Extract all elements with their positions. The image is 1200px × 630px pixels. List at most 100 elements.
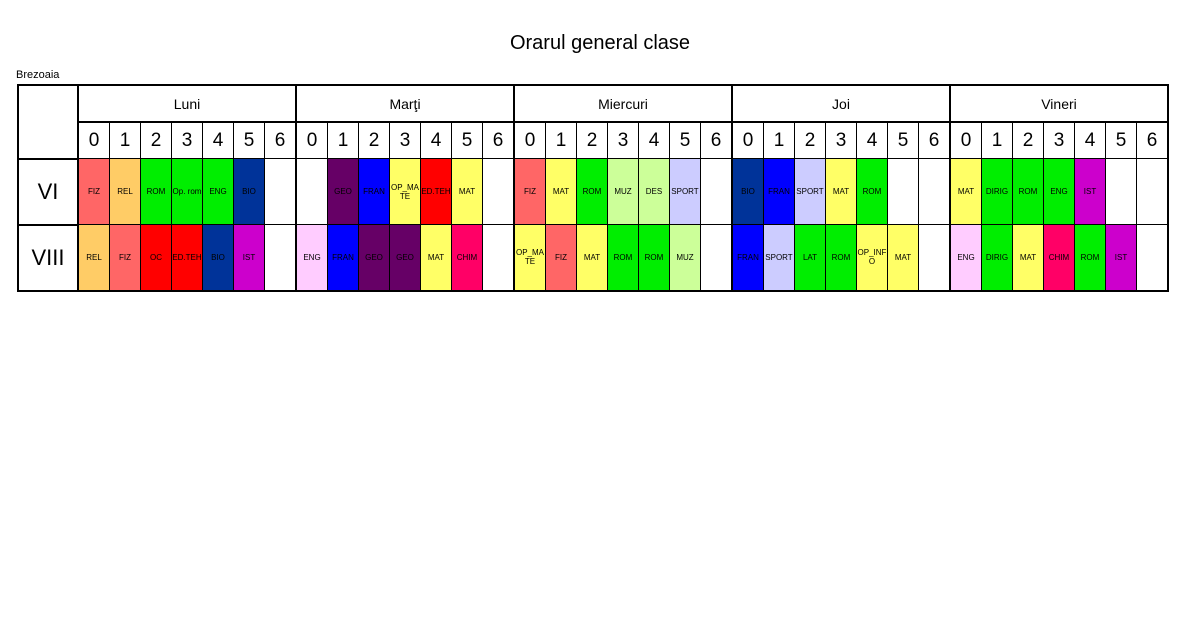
slot-number: 0: [731, 121, 764, 159]
class-label: VI: [17, 157, 79, 226]
empty-cell: [1136, 224, 1169, 292]
empty-cell: [918, 158, 951, 225]
subject-cell: GEO: [327, 158, 359, 225]
subject-cell: REL: [77, 224, 110, 292]
empty-cell: [1105, 158, 1137, 225]
slot-number: 0: [513, 121, 546, 159]
slot-number: 1: [109, 121, 141, 159]
subject-cell: GEO: [389, 224, 421, 292]
subject-cell: FIZ: [513, 158, 546, 225]
empty-cell: [295, 158, 328, 225]
subject-cell: IST: [1105, 224, 1137, 292]
subject-cell: SPORT: [763, 224, 795, 292]
subject-cell: ENG: [202, 158, 234, 225]
subject-cell: MAT: [825, 158, 857, 225]
subject-cell: FIZ: [109, 224, 141, 292]
subject-cell: ED.TEH: [171, 224, 203, 292]
subject-cell: FIZ: [77, 158, 110, 225]
slot-number: 3: [825, 121, 857, 159]
subject-cell: OC: [140, 224, 172, 292]
slot-number: 6: [700, 121, 733, 159]
subject-cell: LAT: [794, 224, 826, 292]
subject-cell: ROM: [1012, 158, 1044, 225]
subject-cell: DES: [638, 158, 670, 225]
subject-cell: ROM: [638, 224, 670, 292]
subject-cell: ROM: [825, 224, 857, 292]
slot-number: 5: [1105, 121, 1137, 159]
subject-cell: OP_MATE: [389, 158, 421, 225]
subject-cell: FRAN: [358, 158, 390, 225]
slot-number: 0: [295, 121, 328, 159]
subject-cell: MUZ: [669, 224, 701, 292]
subject-cell: ROM: [607, 224, 639, 292]
page-title: Orarul general clase: [509, 32, 691, 54]
subject-cell: BIO: [233, 158, 265, 225]
empty-cell: [482, 158, 515, 225]
slot-number: 4: [856, 121, 888, 159]
empty-cell: [700, 224, 733, 292]
subject-cell: MAT: [545, 158, 577, 225]
subject-cell: IST: [1074, 158, 1106, 225]
slot-number: 6: [482, 121, 515, 159]
empty-cell: [1136, 158, 1169, 225]
slot-number: 1: [545, 121, 577, 159]
subject-cell: MAT: [576, 224, 608, 292]
slot-number: 5: [887, 121, 919, 159]
subject-cell: FRAN: [763, 158, 795, 225]
subject-cell: MAT: [1012, 224, 1044, 292]
subject-cell: MAT: [451, 158, 483, 225]
empty-cell: [264, 158, 297, 225]
subject-cell: BIO: [731, 158, 764, 225]
slot-number: 0: [77, 121, 110, 159]
slot-number: 5: [233, 121, 265, 159]
subject-cell: BIO: [202, 224, 234, 292]
class-row: VI FIZ REL ROM Op. rom ENG BIO GEO FRAN OP_MATE ED…: [17, 157, 1169, 226]
subject-cell: ROM: [1074, 224, 1106, 292]
day-header: Joi: [731, 84, 951, 123]
slot-number: 2: [1012, 121, 1044, 159]
slot-number: 4: [1074, 121, 1106, 159]
slot-number: 6: [264, 121, 297, 159]
class-row: VIII REL FIZ OC ED.TEH BIO IST ENG FRAN GEO GEO MAT…: [17, 223, 1169, 292]
slot-number: 1: [981, 121, 1013, 159]
subject-cell: DIRIG: [981, 224, 1013, 292]
subject-cell: Op. rom: [171, 158, 203, 225]
slot-number: 4: [638, 121, 670, 159]
header-corner: [17, 84, 79, 160]
slot-number: 3: [1043, 121, 1075, 159]
subject-cell: FIZ: [545, 224, 577, 292]
subject-cell: OP_INFO: [856, 224, 888, 292]
empty-cell: [700, 158, 733, 225]
slot-number: 3: [389, 121, 421, 159]
subject-cell: ED.TEH: [420, 158, 452, 225]
slot-number: 2: [794, 121, 826, 159]
slot-number: 2: [576, 121, 608, 159]
slot-number: 0: [949, 121, 982, 159]
subject-cell: FRAN: [731, 224, 764, 292]
slot-number: 5: [451, 121, 483, 159]
subject-cell: MAT: [420, 224, 452, 292]
timetable: Luni Marţi Miercuri Joi Vineri 0 1 2 3 4 5 6 0 1 2 3 4 5 6…: [17, 84, 1169, 292]
subject-cell: GEO: [358, 224, 390, 292]
subject-cell: CHIM: [451, 224, 483, 292]
slot-number: 3: [171, 121, 203, 159]
subject-cell: DIRIG: [981, 158, 1013, 225]
slot-number: 2: [358, 121, 390, 159]
day-header: Luni: [77, 84, 297, 123]
empty-cell: [482, 224, 515, 292]
slot-number: 1: [327, 121, 359, 159]
subject-cell: ROM: [856, 158, 888, 225]
slot-number: 5: [669, 121, 701, 159]
slot-number: 3: [607, 121, 639, 159]
subject-cell: ROM: [140, 158, 172, 225]
subject-cell: MAT: [949, 158, 982, 225]
subject-cell: FRAN: [327, 224, 359, 292]
slot-number: 1: [763, 121, 795, 159]
day-header: Vineri: [949, 84, 1169, 123]
subject-cell: SPORT: [794, 158, 826, 225]
empty-cell: [918, 224, 951, 292]
day-header: Marţi: [295, 84, 515, 123]
empty-cell: [264, 224, 297, 292]
class-label: VIII: [17, 223, 79, 292]
subject-cell: IST: [233, 224, 265, 292]
